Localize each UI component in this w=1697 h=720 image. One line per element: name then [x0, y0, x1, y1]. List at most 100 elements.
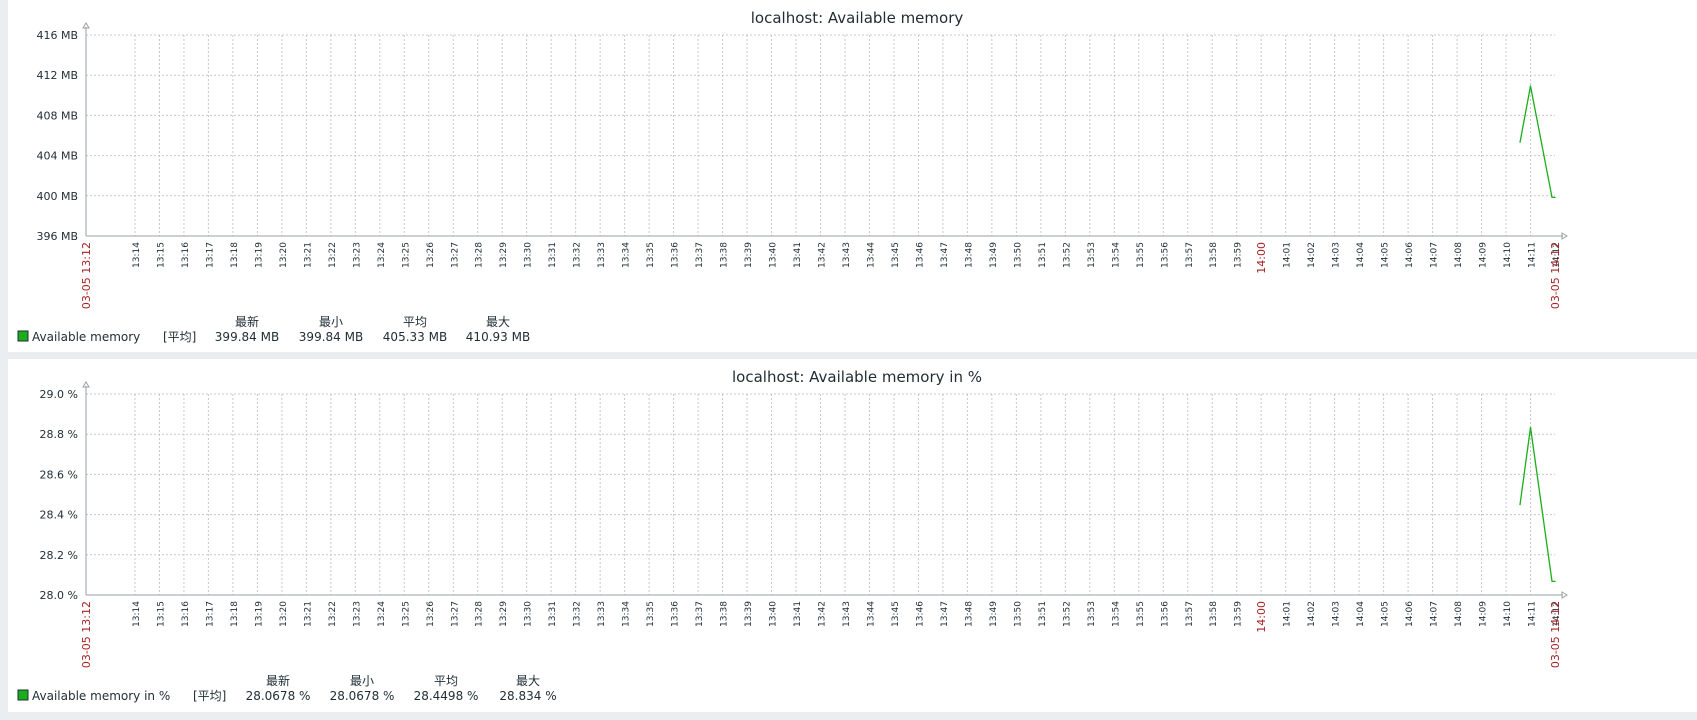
series-point	[1551, 196, 1553, 199]
x-tick-label: 13:50	[1013, 242, 1023, 268]
x-tick-label: 14:03	[1332, 242, 1342, 268]
x-tick-label: 13:22	[328, 601, 338, 627]
x-tick-label: 14:09	[1479, 601, 1489, 627]
x-tick-label: 13:36	[671, 601, 681, 627]
x-tick-label: 13:33	[597, 601, 607, 627]
x-tick-label: 13:54	[1111, 242, 1121, 268]
x-tick-label: 13:33	[597, 242, 607, 268]
x-tick-label: 14:02	[1307, 601, 1317, 627]
x-tick-label: 14:01	[1283, 601, 1293, 627]
x-tick-label: 13:18	[230, 242, 240, 268]
x-tick-label: 13:53	[1087, 242, 1097, 268]
y-tick-label: 416 MB	[36, 29, 78, 42]
series-point	[1519, 503, 1521, 506]
graph-panel-available-memory: localhost: Available memory 416 MB 412 MB 4…	[8, 0, 1697, 352]
x-tick-label: 14:06	[1405, 601, 1415, 627]
x-tick-label: 13:41	[793, 242, 803, 268]
x-tick-label: 13:50	[1013, 601, 1023, 627]
x-tick-label: 13:34	[622, 601, 632, 627]
x-tick-label: 14:09	[1479, 242, 1489, 268]
x-tick-label: 13:59	[1234, 242, 1244, 268]
x-tick-label: 13:45	[891, 601, 901, 627]
x-tick-label: 13:32	[573, 601, 583, 627]
x-tick-label: 13:52	[1062, 601, 1072, 627]
x-tick-label: 13:24	[377, 601, 387, 627]
x-tick-label: 13:43	[842, 601, 852, 627]
x-tick-label: 14:01	[1283, 242, 1293, 268]
x-tick-label: 13:29	[499, 601, 509, 627]
x-tick-label: 14:00	[1255, 242, 1268, 274]
x-tick-label: 13:31	[548, 242, 558, 268]
x-tick-label: 13:42	[818, 242, 828, 268]
series-point	[1519, 141, 1521, 143]
x-tick-label: 13:58	[1209, 601, 1219, 627]
x-tick-label: 13:20	[279, 242, 289, 268]
legend-swatch	[17, 689, 29, 701]
x-tick-label: 13:47	[940, 242, 950, 268]
legend-stat-header: 最新	[266, 673, 290, 688]
x-tick-label: 13:46	[915, 242, 925, 268]
legend-function-label: [平均]	[163, 330, 196, 344]
series-point	[1554, 196, 1556, 199]
x-tick-label: 14:00	[1255, 601, 1268, 633]
x-tick-label: 13:16	[181, 601, 191, 627]
x-tick-label: 13:48	[964, 242, 974, 268]
chart-title: localhost: Available memory	[751, 9, 964, 27]
x-tick-label: 13:32	[573, 242, 583, 268]
x-tick-label: 13:46	[915, 601, 925, 627]
x-tick-label: 13:51	[1038, 242, 1048, 268]
x-tick-label: 14:03	[1332, 601, 1342, 627]
legend-series-name: Available memory	[32, 330, 140, 344]
x-tick-label: 14:12	[1552, 601, 1562, 627]
x-tick-label: 14:05	[1381, 601, 1391, 627]
graph-panel-available-memory-percent: localhost: Available memory in % 29.0 % 28…	[8, 359, 1697, 712]
x-tick-label: 13:48	[964, 601, 974, 627]
x-tick-label: 13:39	[744, 601, 754, 627]
y-tick-label: 28.0 %	[40, 589, 78, 602]
y-tick-label: 28.4 %	[40, 509, 78, 522]
x-tick-label: 13:44	[866, 242, 876, 268]
x-tick-label: 14:06	[1405, 242, 1415, 268]
legend-stat-header: 最大	[516, 674, 540, 688]
x-tick-label: 13:25	[401, 242, 411, 268]
x-tick-label: 13:53	[1087, 601, 1097, 627]
x-tick-label: 13:21	[303, 601, 313, 627]
y-tick-label: 28.6 %	[40, 468, 78, 481]
x-tick-label: 14:10	[1503, 242, 1513, 268]
x-tick-label: 13:27	[450, 601, 460, 627]
x-tick-label: 13:41	[793, 601, 803, 627]
x-tick-label: 13:38	[720, 242, 730, 268]
legend-stat-value: 28.4498 %	[414, 689, 479, 703]
x-start-label: 03-05 13:12	[80, 242, 93, 309]
x-tick-label: 13:18	[230, 601, 240, 627]
x-tick-label: 13:55	[1136, 242, 1146, 268]
x-tick-label: 13:26	[426, 601, 436, 627]
legend-stat-header: 平均	[403, 315, 427, 329]
y-tick-label: 400 MB	[36, 190, 78, 203]
x-axis-arrow	[1561, 591, 1568, 599]
x-tick-label: 13:54	[1111, 601, 1121, 627]
x-tick-label: 13:37	[695, 242, 705, 268]
x-tick-label: 13:59	[1234, 601, 1244, 627]
y-tick-label: 412 MB	[36, 69, 78, 82]
x-tick-label: 14:05	[1381, 242, 1391, 268]
legend-swatch	[17, 330, 29, 342]
legend-stat-header: 最大	[486, 315, 510, 329]
legend-stat-value: 405.33 MB	[383, 330, 447, 344]
x-tick-label: 13:42	[818, 601, 828, 627]
x-tick-label: 13:44	[866, 601, 876, 627]
y-tick-label: 28.2 %	[40, 549, 78, 562]
x-tick-label: 14:07	[1430, 242, 1440, 268]
chart-title: localhost: Available memory in %	[732, 368, 982, 386]
x-tick-label: 13:38	[720, 601, 730, 627]
legend-stat-value: 28.834 %	[499, 689, 556, 703]
x-tick-label: 13:49	[989, 601, 999, 627]
legend-stat-header: 最小	[319, 315, 343, 329]
y-tick-label: 28.8 %	[40, 428, 78, 441]
x-tick-label: 13:14	[132, 601, 142, 627]
x-tick-label: 13:19	[254, 601, 264, 627]
x-tick-label: 13:34	[622, 242, 632, 268]
x-tick-label: 13:23	[352, 242, 362, 268]
legend-stat-header: 平均	[434, 674, 458, 688]
x-tick-label: 13:47	[940, 601, 950, 627]
